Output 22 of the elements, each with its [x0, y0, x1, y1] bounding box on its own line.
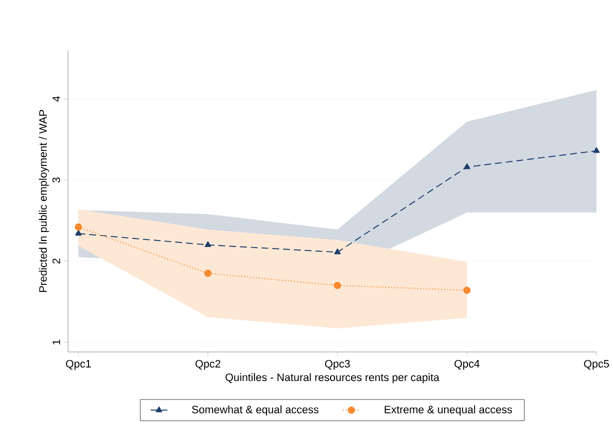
- point: [334, 282, 342, 290]
- x-axis-title: Quintiles - Natural resources rents per capita: [226, 373, 440, 384]
- point: [464, 164, 470, 170]
- y-axis-title: Predicted ln public employment / WAP: [38, 110, 49, 292]
- legend-label: Extreme & unequal access: [384, 406, 512, 416]
- x-tick-label: Qpc4: [454, 360, 480, 370]
- x-tick-label: Qpc2: [196, 360, 220, 370]
- y-tick-label: 2: [52, 258, 60, 264]
- point: [204, 270, 212, 278]
- point: [593, 147, 600, 154]
- y-tick-label: 4: [52, 96, 60, 102]
- legend-label: Somewhat & equal access: [192, 406, 318, 416]
- point: [463, 286, 471, 294]
- point: [75, 230, 82, 236]
- y-tick-label: 1: [52, 340, 60, 345]
- point: [334, 248, 341, 254]
- point: [204, 241, 212, 248]
- x-tick-label: Qpc3: [325, 360, 350, 370]
- x-tick-label: Qpc5: [584, 360, 609, 370]
- y-tick-label: 3: [52, 178, 60, 183]
- point: [74, 224, 82, 231]
- x-tick-label: Qpc1: [66, 360, 91, 370]
